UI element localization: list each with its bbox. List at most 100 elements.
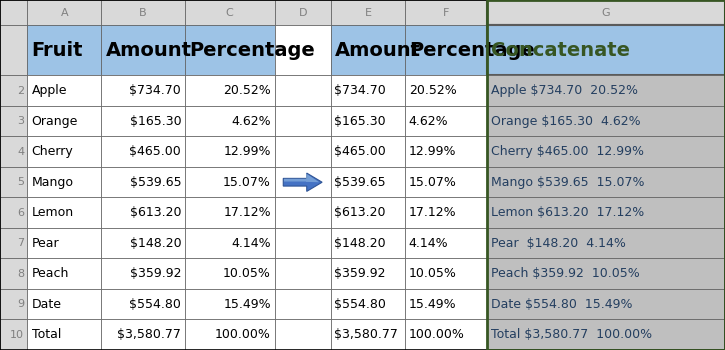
Text: 4.62%: 4.62%	[409, 115, 448, 128]
Bar	[405, 320, 486, 350]
Text: 12.99%: 12.99%	[409, 145, 456, 158]
Bar	[102, 259, 185, 289]
Bar	[28, 228, 102, 259]
Bar	[185, 289, 275, 320]
Text: Concatenate: Concatenate	[491, 41, 630, 60]
Bar	[0, 228, 28, 259]
Bar	[405, 228, 486, 259]
Bar	[28, 0, 102, 26]
Text: $148.20: $148.20	[334, 237, 386, 250]
Text: 7: 7	[17, 238, 25, 248]
Text: Apple: Apple	[32, 84, 67, 97]
Bar	[331, 167, 405, 197]
Bar	[486, 0, 725, 350]
Text: Fruit: Fruit	[32, 41, 83, 60]
Text: Pear  $148.20  4.14%: Pear $148.20 4.14%	[491, 237, 626, 250]
Bar	[486, 320, 725, 350]
Bar	[275, 106, 331, 136]
Text: 17.12%: 17.12%	[409, 206, 456, 219]
Text: $554.80: $554.80	[129, 298, 181, 311]
Bar	[275, 197, 331, 228]
Bar	[331, 228, 405, 259]
Bar	[275, 228, 331, 259]
Text: F: F	[443, 8, 449, 18]
Text: Mango $539.65  15.07%: Mango $539.65 15.07%	[491, 176, 645, 189]
Bar	[275, 26, 331, 76]
Text: Peach $359.92  10.05%: Peach $359.92 10.05%	[491, 267, 639, 280]
Bar	[486, 0, 725, 26]
Bar	[405, 289, 486, 320]
Text: $465.00: $465.00	[334, 145, 386, 158]
Bar	[486, 289, 725, 320]
Bar	[28, 76, 102, 106]
Bar	[0, 197, 28, 228]
Bar	[185, 136, 275, 167]
Text: Amount: Amount	[106, 41, 192, 60]
Text: $734.70: $734.70	[334, 84, 386, 97]
Bar	[405, 167, 486, 197]
Bar	[275, 320, 331, 350]
Text: Date: Date	[32, 298, 62, 311]
Text: $3,580.77: $3,580.77	[117, 328, 181, 341]
Bar	[102, 106, 185, 136]
Text: 20.52%: 20.52%	[223, 84, 271, 97]
Bar	[486, 259, 725, 289]
Text: Cherry: Cherry	[32, 145, 73, 158]
Text: $613.20: $613.20	[130, 206, 181, 219]
Bar	[405, 106, 486, 136]
Bar	[185, 320, 275, 350]
Text: 15.49%: 15.49%	[223, 298, 271, 311]
Bar	[275, 259, 331, 289]
Text: 100.00%: 100.00%	[409, 328, 465, 341]
Text: 8: 8	[17, 269, 25, 279]
Bar	[0, 167, 28, 197]
Bar	[102, 26, 185, 76]
Text: 100.00%: 100.00%	[215, 328, 271, 341]
Text: $539.65: $539.65	[334, 176, 386, 189]
Text: $539.65: $539.65	[130, 176, 181, 189]
Bar	[28, 289, 102, 320]
Text: Percentage: Percentage	[189, 41, 315, 60]
Text: Mango: Mango	[32, 176, 73, 189]
Bar	[28, 197, 102, 228]
Bar	[185, 106, 275, 136]
Bar	[405, 259, 486, 289]
Bar	[28, 26, 102, 76]
Bar	[0, 76, 28, 106]
Text: $554.80: $554.80	[334, 298, 386, 311]
Text: A: A	[60, 8, 68, 18]
Text: 6: 6	[17, 208, 25, 218]
Text: 9: 9	[17, 299, 25, 309]
Text: $165.30: $165.30	[130, 115, 181, 128]
Bar	[185, 167, 275, 197]
Text: 3: 3	[17, 116, 25, 126]
Text: G: G	[602, 8, 610, 18]
Bar	[0, 106, 28, 136]
Text: Date $554.80  15.49%: Date $554.80 15.49%	[491, 298, 632, 311]
Bar	[102, 76, 185, 106]
Bar	[331, 197, 405, 228]
Bar	[102, 0, 185, 26]
Text: 12.99%: 12.99%	[223, 145, 271, 158]
Text: Orange $165.30  4.62%: Orange $165.30 4.62%	[491, 115, 641, 128]
Text: 2: 2	[17, 86, 25, 96]
Text: Total: Total	[32, 328, 61, 341]
Bar	[28, 136, 102, 167]
Bar	[102, 136, 185, 167]
Text: Apple $734.70  20.52%: Apple $734.70 20.52%	[491, 84, 638, 97]
Bar	[331, 320, 405, 350]
Bar	[275, 289, 331, 320]
Bar	[486, 26, 725, 76]
Bar	[486, 228, 725, 259]
Bar	[0, 136, 28, 167]
Bar	[486, 106, 725, 136]
Bar	[102, 289, 185, 320]
Bar	[0, 320, 28, 350]
Bar	[486, 136, 725, 167]
Text: 10.05%: 10.05%	[223, 267, 271, 280]
Text: E: E	[365, 8, 371, 18]
Text: 5: 5	[17, 177, 25, 187]
Bar	[185, 0, 275, 26]
Text: 17.12%: 17.12%	[223, 206, 271, 219]
Text: Peach: Peach	[32, 267, 69, 280]
